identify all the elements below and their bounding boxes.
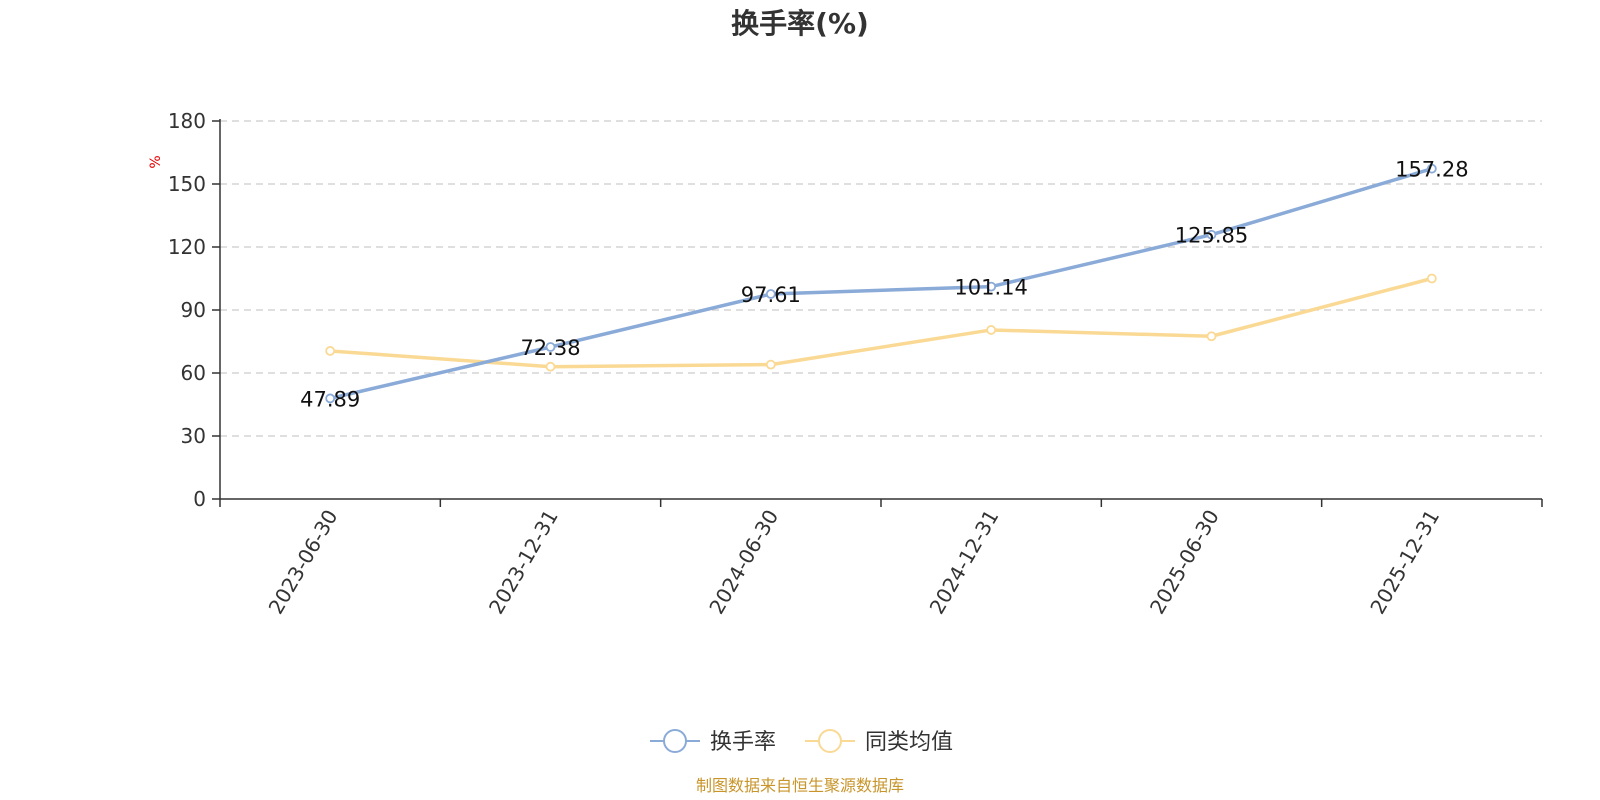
y-tick-label: 180: [168, 109, 206, 133]
grid-lines: [220, 120, 1542, 437]
legend-item-0[interactable]: 换手率: [650, 729, 776, 755]
data-point[interactable]: [545, 342, 556, 352]
y-tick-label: 30: [181, 424, 206, 448]
data-labels: 47.89 72.38 97.61 101.14 125.85 157.28: [300, 158, 1468, 412]
series-line-1: [330, 276, 1433, 369]
legend-label: 换手率: [710, 730, 776, 755]
data-label: 47.89: [300, 387, 360, 411]
x-tick-label: 2024-12-31: [925, 506, 1004, 619]
data-point[interactable]: [325, 393, 336, 404]
data-point[interactable]: [1206, 229, 1217, 240]
data-point[interactable]: [1426, 273, 1437, 284]
y-tick-label: 90: [181, 298, 206, 322]
legend[interactable]: 换手率 同类均值: [650, 729, 953, 755]
y-tick-label: 120: [168, 235, 206, 259]
data-point[interactable]: [986, 325, 997, 335]
series-lines: [325, 163, 1437, 404]
data-label: 97.61: [741, 283, 801, 307]
x-tick-label: 2025-06-30: [1145, 506, 1224, 619]
data-point[interactable]: [325, 346, 336, 356]
y-axis-unit: %: [148, 155, 164, 168]
series-line-0: [329, 167, 1433, 401]
axes: 0 30 60 90 120 150 180 2023-06-30 2023-12-31 2024…: [168, 109, 1543, 619]
y-tick-label: 60: [181, 361, 206, 385]
y-tick-label: 0: [193, 487, 206, 511]
legend-marker: [663, 729, 687, 753]
legend-item-1[interactable]: 同类均值: [805, 729, 953, 755]
data-label: 157.28: [1395, 158, 1468, 182]
x-tick-label: 2023-12-31: [484, 506, 563, 619]
data-point[interactable]: [545, 361, 556, 372]
data-label: 101.14: [954, 276, 1027, 300]
y-tick-label: 150: [168, 172, 206, 196]
legend-marker: [818, 729, 842, 753]
data-point[interactable]: [1206, 331, 1217, 342]
data-label: 125.85: [1175, 224, 1248, 248]
x-tick-label: 2023-06-30: [264, 506, 343, 619]
data-label: 72.38: [520, 336, 580, 360]
x-tick-label: 2024-06-30: [704, 506, 783, 619]
data-point[interactable]: [1426, 163, 1437, 174]
data-point[interactable]: [765, 289, 776, 299]
chart-title: 换手率(%): [731, 7, 869, 40]
source-note: 制图数据来自恒生聚源数据库: [696, 776, 904, 795]
data-point[interactable]: [986, 281, 997, 292]
x-tick-label: 2025-12-31: [1365, 506, 1444, 619]
data-point[interactable]: [765, 359, 776, 370]
legend-label: 同类均值: [865, 730, 953, 755]
